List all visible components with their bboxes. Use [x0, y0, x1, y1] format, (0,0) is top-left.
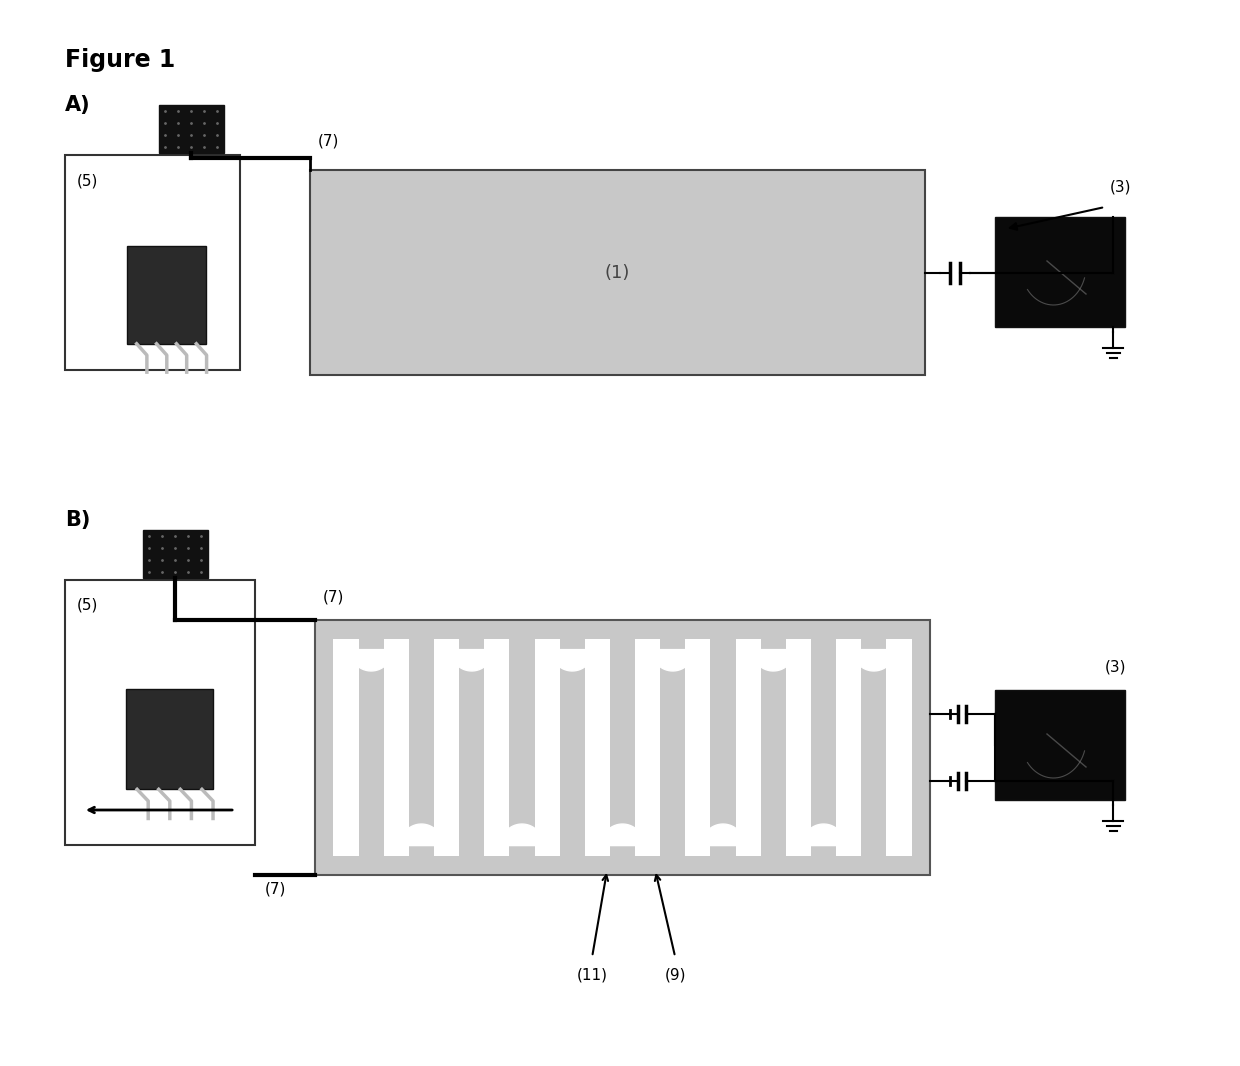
Text: (3): (3)	[1110, 179, 1131, 194]
Bar	[735, 639, 761, 856]
Text: (11): (11)	[577, 967, 608, 982]
Polygon shape	[601, 824, 644, 845]
Bar	[887, 639, 911, 856]
Bar	[994, 690, 1125, 800]
Text: Figure 1: Figure 1	[64, 48, 175, 72]
Polygon shape	[401, 824, 443, 845]
Polygon shape	[702, 824, 744, 845]
Bar	[143, 530, 207, 578]
Bar	[64, 155, 241, 370]
Bar	[310, 169, 925, 375]
Bar	[126, 246, 206, 343]
Text: (7): (7)	[265, 881, 286, 897]
Text: (1): (1)	[605, 263, 630, 281]
Polygon shape	[802, 824, 844, 845]
Polygon shape	[501, 824, 543, 845]
Bar	[334, 639, 358, 856]
Polygon shape	[651, 649, 694, 671]
Bar	[786, 639, 811, 856]
Text: (5): (5)	[77, 173, 98, 188]
Bar	[159, 104, 223, 154]
Polygon shape	[551, 649, 594, 671]
Text: (5): (5)	[77, 598, 98, 613]
Polygon shape	[350, 649, 393, 671]
Bar	[836, 639, 862, 856]
Text: (7): (7)	[322, 589, 345, 605]
Text: (3): (3)	[1105, 660, 1126, 675]
Text: B): B)	[64, 510, 91, 530]
Bar	[686, 639, 711, 856]
Bar	[434, 639, 459, 856]
Bar	[315, 620, 930, 875]
Bar	[585, 639, 610, 856]
Text: (7): (7)	[317, 134, 340, 149]
Bar	[485, 639, 510, 856]
Text: (9): (9)	[665, 967, 687, 982]
Polygon shape	[450, 649, 494, 671]
Bar	[383, 639, 409, 856]
Text: A): A)	[64, 95, 91, 115]
Polygon shape	[751, 649, 795, 671]
Polygon shape	[852, 649, 895, 671]
Bar	[635, 639, 660, 856]
Bar	[534, 639, 559, 856]
Bar	[994, 217, 1125, 327]
Bar	[64, 580, 255, 845]
Bar	[126, 689, 213, 789]
